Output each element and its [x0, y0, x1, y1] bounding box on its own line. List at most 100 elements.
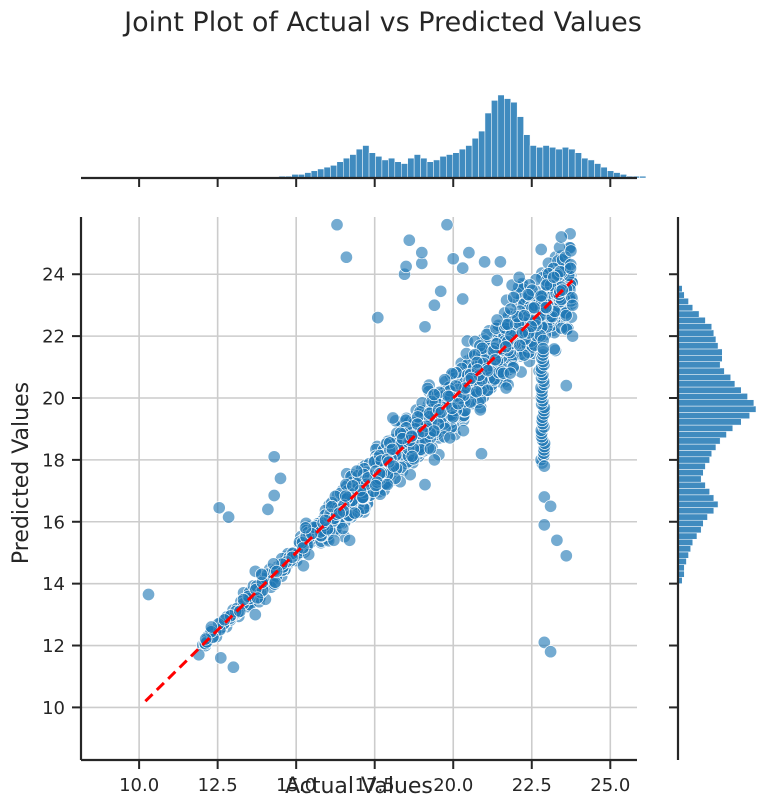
y-hist-bar: [677, 532, 698, 540]
scatter-point: [566, 329, 580, 343]
x-hist-bar: [349, 154, 357, 179]
scatter-point: [499, 381, 513, 395]
scatter-point: [473, 403, 487, 417]
x-hist-bar: [407, 157, 415, 179]
y-hist-bar: [677, 462, 706, 470]
x-hist-bar: [484, 112, 492, 179]
y-hist-bar: [677, 507, 715, 515]
y-tick-label: 12: [42, 636, 65, 657]
y-hist-bar: [677, 475, 702, 483]
scatter-point: [559, 379, 573, 393]
x-hist-bar: [452, 152, 460, 179]
scatter-point: [446, 252, 460, 266]
scatter-point: [343, 533, 357, 547]
x-hist-bar: [516, 116, 524, 179]
y-hist-bar: [677, 469, 704, 477]
y-hist-bar: [677, 500, 719, 508]
scatter-point: [267, 450, 281, 464]
y-hist-bar: [677, 545, 691, 553]
chart-title: Joint Plot of Actual vs Predicted Values: [122, 7, 642, 38]
scatter-point: [559, 308, 573, 323]
scatter-point: [371, 311, 385, 325]
x-hist-bar: [368, 152, 376, 179]
y-hist-bar: [677, 558, 687, 565]
scatter-point: [423, 442, 437, 456]
x-hist-bar: [549, 147, 557, 179]
scatter-point: [296, 559, 310, 573]
y-hist-bar: [677, 513, 708, 521]
scatter-point: [537, 459, 551, 473]
scatter-point: [527, 301, 541, 315]
scatter-point: [268, 575, 282, 589]
scatter-point: [517, 309, 531, 323]
scatter-point: [212, 501, 226, 515]
y-hist-bar: [677, 342, 719, 350]
scatter-point: [427, 453, 441, 467]
scatter-point: [356, 490, 370, 504]
scatter-point: [537, 490, 551, 504]
scatter-point: [339, 250, 353, 264]
y-tick-label: 10: [42, 698, 65, 719]
y-hist-bar: [677, 443, 717, 451]
y-tick-label: 16: [42, 512, 65, 533]
scatter-point: [438, 373, 452, 387]
y-hist-bar: [677, 348, 723, 356]
y-hist-bar: [677, 310, 700, 318]
scatter-point: [550, 533, 564, 547]
scatter-point: [418, 478, 432, 492]
scatter-point: [493, 255, 507, 269]
scatter-point: [478, 255, 492, 269]
x-tick-label: 25.0: [590, 775, 630, 796]
scatter-point: [385, 442, 399, 456]
scatter-point: [554, 230, 568, 244]
scatter-points: [141, 218, 580, 674]
x-hist-bar: [336, 161, 344, 179]
y-hist-bar: [677, 519, 704, 527]
y-hist-bar: [677, 456, 710, 464]
scatter-point: [536, 341, 550, 356]
x-hist-bar: [555, 148, 563, 179]
scatter-point: [537, 518, 551, 532]
axes: [72, 176, 680, 769]
scatter-point: [318, 513, 332, 527]
scatter-point: [418, 320, 432, 334]
x-hist-bar: [439, 156, 447, 179]
scatter-point: [399, 259, 413, 274]
scatter-point: [332, 506, 346, 520]
x-tick-label: 22.5: [512, 775, 552, 796]
x-marginal-histogram: [278, 94, 647, 179]
scatter-point: [451, 397, 465, 411]
y-hist-bar: [677, 297, 689, 305]
y-hist-bar: [677, 399, 755, 407]
scatter-point: [534, 289, 548, 303]
x-hist-bar: [536, 147, 544, 179]
scatter-point: [346, 479, 360, 493]
scatter-point: [559, 549, 573, 563]
x-tick-label: 12.5: [198, 775, 238, 796]
scatter-point: [507, 290, 521, 304]
y-tick-label: 24: [42, 265, 65, 286]
scatter-point: [480, 383, 495, 397]
x-axis-title: Actual Values: [285, 774, 433, 799]
x-hist-bar: [388, 157, 396, 179]
scatter-point: [488, 353, 502, 367]
scatter-point: [387, 459, 401, 473]
scatter-point: [336, 521, 350, 536]
scatter-point: [481, 364, 495, 378]
scatter-point: [199, 632, 213, 646]
scatter-point: [537, 635, 551, 649]
y-hist-bar: [677, 526, 702, 534]
scatter-point: [141, 587, 156, 602]
scatter-point: [348, 506, 362, 520]
scatter-point: [480, 327, 494, 341]
x-hist-bar: [343, 157, 350, 179]
scatter-point: [503, 366, 517, 380]
scatter-point: [386, 411, 400, 425]
y-hist-bar: [677, 405, 757, 413]
x-hist-bar: [323, 166, 331, 179]
scatter-point: [504, 302, 518, 316]
x-hist-bar: [600, 166, 608, 179]
x-tick-label: 20.0: [433, 775, 473, 796]
